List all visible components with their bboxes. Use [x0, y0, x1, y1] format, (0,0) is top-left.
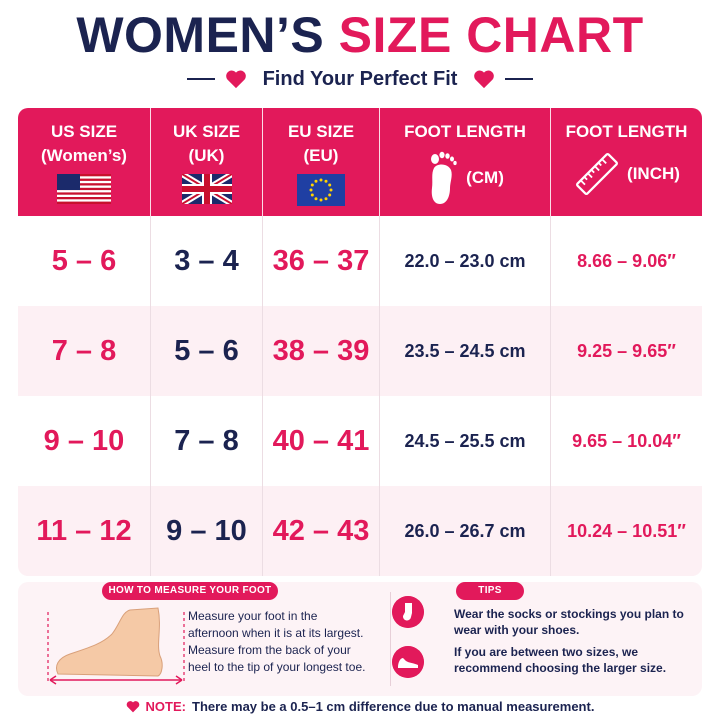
tip-socks: Wear the socks or stockings you plan to … [454, 607, 684, 637]
uk-flag-icon [181, 174, 232, 204]
cell-uk-size: 5 – 6 [151, 306, 263, 396]
cell-eu-size: 36 – 37 [263, 216, 380, 306]
header-label: UK SIZE [172, 122, 241, 141]
footprint-icon [431, 151, 457, 204]
cell-us-size: 7 – 8 [18, 306, 151, 396]
cell-foot-cm: 23.5 – 24.5 cm [380, 306, 551, 396]
cell-uk-size: 3 – 4 [151, 216, 263, 306]
cell-foot-cm: 24.5 – 25.5 cm [380, 396, 551, 486]
foot-measure-icon [47, 607, 185, 685]
header-foot-length-inch: FOOT LENGTH (INCH) [551, 108, 702, 216]
header-unit: (CM) [466, 168, 504, 187]
header-eu-size: EU SIZE (EU) [263, 108, 380, 216]
subtitle-row: Find Your Perfect Fit [0, 64, 720, 94]
cell-us-size: 11 – 12 [18, 486, 151, 576]
header-uk-size: UK SIZE (UK) [151, 108, 263, 216]
cell-eu-size: 42 – 43 [263, 486, 380, 576]
header-label: FOOT LENGTH [404, 122, 526, 141]
size-table: US SIZE (Women’s) UK SIZE (UK) [18, 108, 702, 576]
cell-foot-inch: 8.66 – 9.06″ [577, 250, 676, 271]
cell-uk-size: 7 – 8 [151, 396, 263, 486]
socks-icon [392, 596, 424, 628]
header-unit: (INCH) [627, 164, 680, 183]
note-text: There may be a 0.5–1 cm difference due t… [192, 698, 595, 714]
cell-eu-size: 40 – 41 [263, 396, 380, 486]
header-foot-length-cm: FOOT LENGTH (CM) [380, 108, 551, 216]
cell-us-size: 5 – 6 [18, 216, 151, 306]
measure-badge: HOW TO MEASURE YOUR FOOT [102, 582, 278, 600]
info-panel: HOW TO MEASURE YOUR FOOT TIPS Measure yo… [18, 582, 702, 696]
us-flag-icon [57, 174, 111, 204]
header-label: US SIZE [50, 122, 118, 141]
cell-foot-inch: 9.25 – 9.65″ [577, 340, 676, 361]
cell-foot-inch: 10.24 – 10.51″ [567, 520, 686, 541]
table-row: 5 – 6 3 – 4 36 – 37 22.0 – 23.0 cm 8.66 … [18, 216, 702, 306]
shoe-icon [392, 646, 424, 678]
cell-foot-cm: 26.0 – 26.7 cm [380, 486, 551, 576]
panel-divider [390, 592, 391, 686]
tip-sizes: If you are between two sizes, we recomme… [454, 645, 667, 675]
table-row: 9 – 10 7 – 8 40 – 41 24.5 – 25.5 cm 9.65… [18, 396, 702, 486]
table-header: US SIZE (Women’s) UK SIZE (UK) [18, 108, 702, 216]
ruler-icon [576, 153, 619, 195]
cell-uk-size: 9 – 10 [151, 486, 263, 576]
title-part-2: SIZE CHART [338, 7, 644, 63]
heart-icon [225, 70, 246, 89]
table-row: 7 – 8 5 – 6 38 – 39 23.5 – 24.5 cm 9.25 … [18, 306, 702, 396]
measure-instructions: Measure your foot in the afternoon when … [188, 609, 366, 674]
divider-line [505, 78, 534, 80]
header-label: FOOT LENGTH [565, 122, 688, 141]
table-row: 11 – 12 9 – 10 42 – 43 26.0 – 26.7 cm 10… [18, 486, 702, 576]
cell-foot-inch: 9.65 – 10.04″ [572, 430, 681, 451]
header-sublabel: (Women’s) [41, 146, 127, 165]
divider-line [186, 78, 215, 80]
note-bar: NOTE: There may be a 0.5–1 cm difference… [0, 696, 720, 716]
header-label: EU SIZE [287, 122, 355, 141]
note-label: NOTE: [145, 698, 186, 714]
header-sublabel: (EU) [303, 146, 339, 165]
heart-icon [474, 70, 495, 89]
cell-eu-size: 38 – 39 [263, 306, 380, 396]
header-sublabel: (UK) [188, 146, 225, 165]
subtitle: Find Your Perfect Fit [262, 67, 458, 90]
header-us-size: US SIZE (Women’s) [18, 108, 151, 216]
title-part-1: WOMEN’S [76, 7, 325, 63]
heart-icon [126, 700, 139, 712]
tips-badge: TIPS [456, 582, 524, 600]
page-title: WOMEN’S SIZE CHART [0, 4, 720, 66]
cell-us-size: 9 – 10 [18, 396, 151, 486]
eu-flag-icon [297, 174, 345, 206]
cell-foot-cm: 22.0 – 23.0 cm [380, 216, 551, 306]
